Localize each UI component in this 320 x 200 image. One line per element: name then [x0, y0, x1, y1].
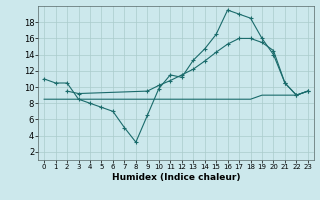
- X-axis label: Humidex (Indice chaleur): Humidex (Indice chaleur): [112, 173, 240, 182]
